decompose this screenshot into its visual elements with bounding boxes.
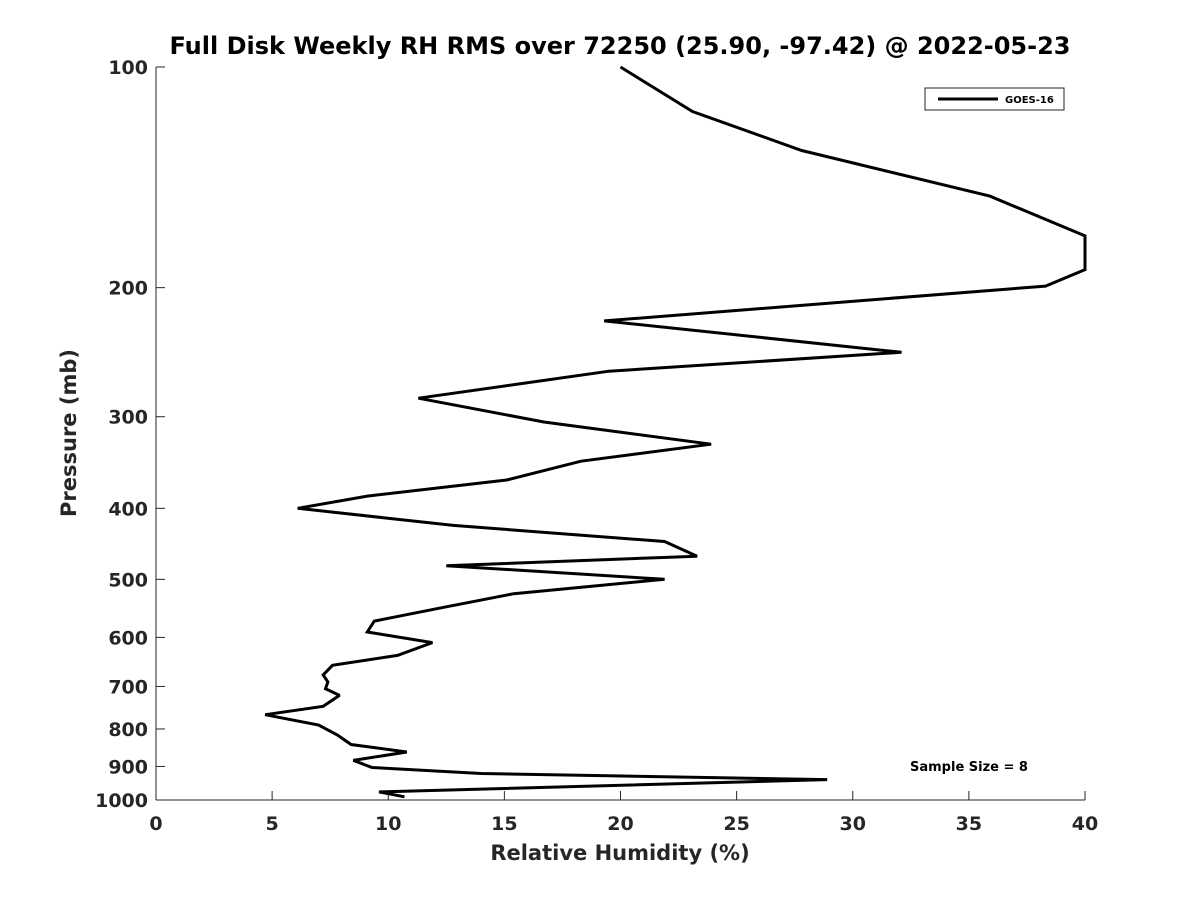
x-tick-label-3: 15 (491, 813, 517, 835)
y-tick-label-1: 200 (108, 278, 148, 300)
y-tick-label-6: 700 (108, 676, 148, 698)
sample-size-annotation: Sample Size = 8 (910, 760, 1028, 775)
x-tick-label-8: 40 (1072, 813, 1098, 835)
y-tick-label-4: 500 (108, 569, 148, 591)
plot-area: 0 5 10 15 20 25 30 35 40 100 200 300 400 500 600 700 80… (95, 57, 1098, 835)
y-tick-label-5: 600 (108, 627, 148, 649)
legend: GOES-16 (924, 87, 1065, 111)
y-tick-label-7: 800 (108, 719, 148, 741)
series-layer (264, 65, 1087, 799)
x-tick-label-6: 30 (840, 813, 866, 835)
y-tick-label-8: 900 (108, 756, 148, 778)
x-tick-label-1: 5 (266, 813, 279, 835)
x-tick-label-5: 25 (723, 813, 749, 835)
x-axis-ticks: 0 5 10 15 20 25 30 35 40 (149, 791, 1098, 835)
x-tick-label-4: 20 (607, 813, 633, 835)
y-axis-label: Pressure (mb) (57, 349, 81, 517)
x-axis-label: Relative Humidity (%) (490, 841, 749, 865)
legend-entry-goes-16: GOES-16 (1005, 95, 1054, 106)
y-tick-label-2: 300 (108, 407, 148, 429)
y-tick-label-3: 400 (108, 498, 148, 520)
x-tick-label-2: 10 (375, 813, 401, 835)
x-tick-label-0: 0 (149, 813, 162, 835)
x-tick-label-7: 35 (956, 813, 982, 835)
chart-title: Full Disk Weekly RH RMS over 72250 (25.9… (169, 32, 1070, 60)
y-tick-label-0: 100 (108, 57, 148, 79)
y-axis-ticks: 100 200 300 400 500 600 700 800 900 1000 (95, 57, 165, 812)
y-tick-label-9: 1000 (95, 790, 148, 812)
series-line-goes-16 (264, 65, 1087, 799)
